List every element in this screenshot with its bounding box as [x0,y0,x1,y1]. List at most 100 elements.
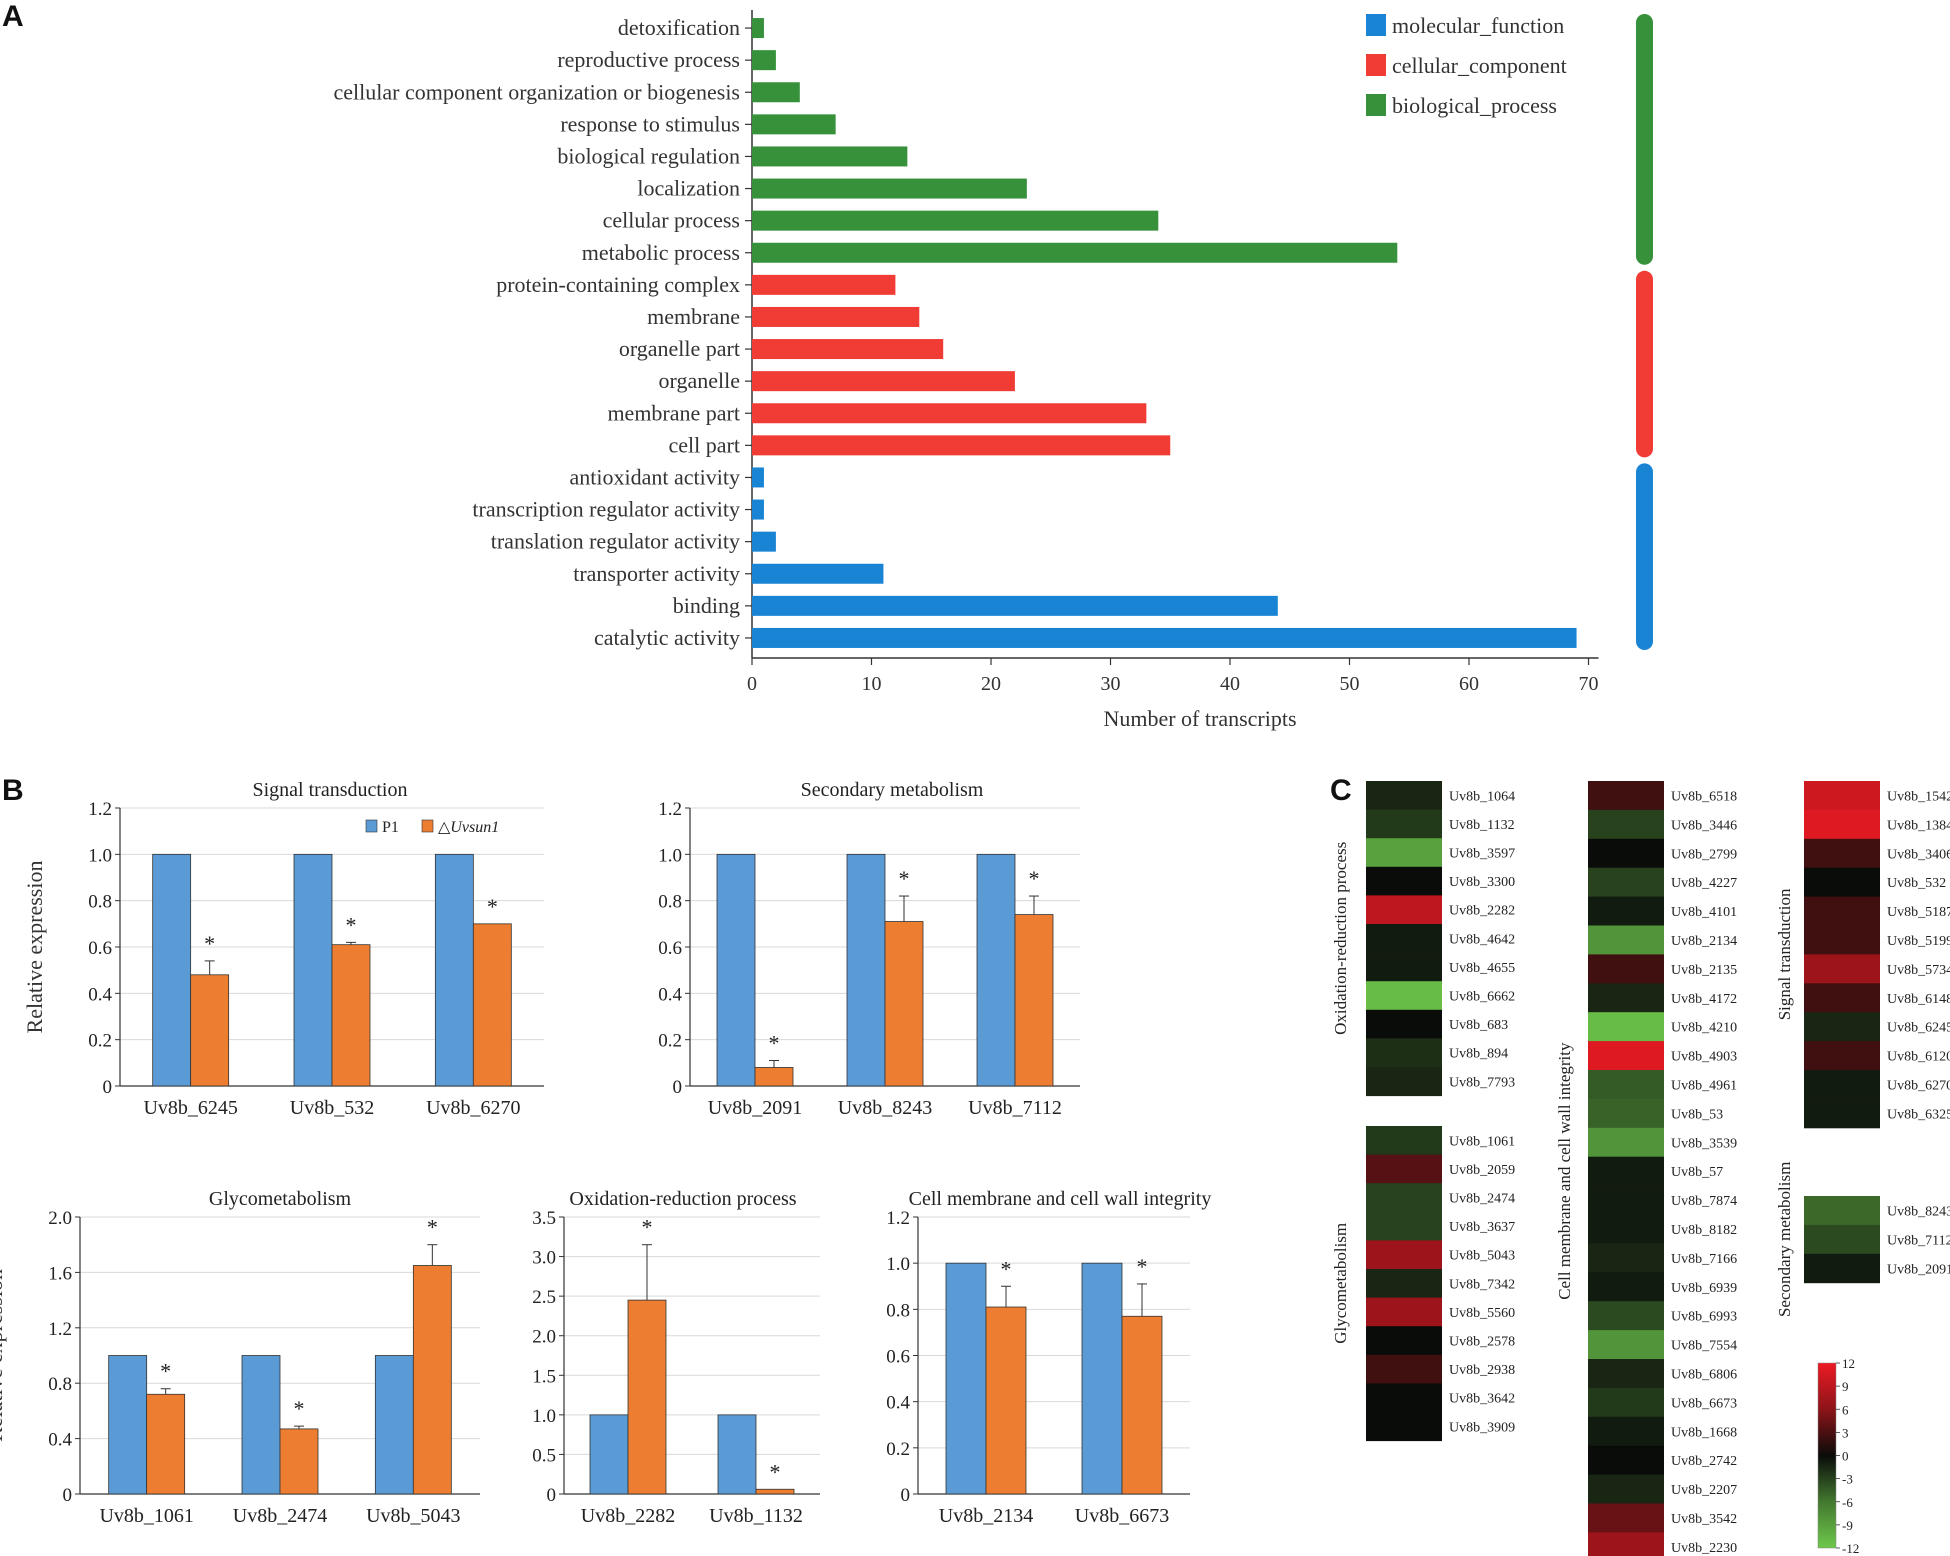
gene-label: Uv8b_2799 [1671,847,1737,862]
bar-p1 [846,853,886,1087]
bar-p1 [976,853,1016,1087]
y-axis-title: Relative expression [0,1269,7,1442]
bar-p1 [945,1262,987,1495]
group-label: Oxidation-reduction process [1331,842,1350,1035]
y-tick-label: 0.4 [658,984,682,1005]
heatmap-cell [1804,867,1880,898]
heatmap-cell [1804,1098,1880,1129]
gene-label: Uv8b_4172 [1671,992,1737,1007]
go-bar [752,114,836,135]
group-label: Cell membrane and cell wall integrity [1555,1042,1574,1300]
gene-label: Uv8b_6120 [1887,1050,1950,1065]
significance-star: * [1001,1256,1012,1281]
gene-label: Uv8b_5187 [1887,905,1950,920]
gene-label: Uv8b_7874 [1671,1194,1737,1209]
x-tick-label: 50 [1340,673,1360,695]
gene-label: Uv8b_6939 [1671,1281,1737,1296]
gene-label: Uv8b_5043 [1449,1249,1515,1264]
bar-p1 [434,853,474,1087]
bar-mutant [627,1299,667,1495]
heatmap-cell [1804,809,1880,840]
category-label: Uv8b_1132 [709,1505,803,1527]
go-bar [752,18,764,39]
group-label: Glycometabolism [1331,1223,1350,1344]
category-label: Uv8b_532 [290,1097,374,1119]
heatmap-cell [1366,981,1442,1011]
group-bracket [1636,463,1653,650]
legend-swatch [1366,54,1386,76]
y-tick-label: 0.4 [88,984,112,1005]
gene-label: Uv8b_5199 [1887,934,1950,949]
heatmap-cell [1804,781,1880,811]
category-label: transcription regulator activity [472,497,740,522]
heatmap-cell [1366,1211,1442,1241]
heatmap-cell [1588,1532,1664,1556]
go-bar [752,306,920,327]
category-label: Uv8b_2474 [233,1505,327,1527]
heatmap-cell [1804,954,1880,984]
heatmap-cell [1588,1272,1664,1302]
heatmap-cell [1366,1412,1442,1442]
heatmap-cell [1588,1301,1664,1331]
gene-label: Uv8b_2282 [1449,904,1515,919]
gene-label: Uv8b_3542 [1671,1512,1737,1527]
y-tick-label: 1.2 [658,799,682,820]
legend-swatch [1366,94,1386,116]
x-tick-label: 70 [1579,673,1599,695]
x-tick-label: 20 [981,673,1001,695]
group-bracket [1636,14,1653,265]
heatmap-cell [1804,1012,1880,1042]
gene-label: Uv8b_57 [1671,1165,1723,1180]
y-tick-label: 0.8 [88,892,112,913]
scale-tick-label: -6 [1842,1495,1853,1510]
significance-star: * [294,1396,305,1421]
heatmap-cell [1588,1445,1664,1476]
category-label: detoxification [618,15,740,40]
expression-bar-charts: 0 0.2 0.4 0.6 0.8 1.0 1.2 Signal transduction Re… [0,779,1211,1527]
y-tick-label: 0 [63,1485,73,1506]
x-axis-title: Number of transcripts [1103,706,1296,731]
heatmap-cell [1588,1185,1664,1215]
gene-label: Uv8b_7554 [1671,1339,1737,1354]
gene-label: Uv8b_532 [1887,876,1946,891]
panel-label-c: C [1330,774,1352,807]
bar-chart-glyco: 0 0.4 0.8 1.2 1.6 2.0 Glycometabolism Relative … [0,1188,480,1527]
go-bar [752,274,896,295]
gene-label: Uv8b_6270 [1887,1078,1950,1093]
gene-label: Uv8b_1061 [1449,1134,1515,1149]
bar-mutant [754,1067,794,1087]
scale-tick-label: 6 [1842,1402,1849,1417]
x-tick-label: 30 [1101,673,1121,695]
category-label: cellular process [603,208,740,233]
heatmap-cell [1804,838,1880,869]
bar-chart-signal: 0 0.2 0.4 0.6 0.8 1.0 1.2 Signal transduction Re… [22,779,544,1119]
significance-star: * [1137,1254,1148,1279]
go-bar [752,499,764,520]
x-tick-label: 0 [747,673,757,695]
heatmap-cell [1588,1214,1664,1244]
gene-label: Uv8b_8182 [1671,1223,1737,1238]
bar-mutant [146,1393,186,1495]
heatmap-cell [1366,1297,1442,1327]
y-tick-label: 0 [901,1485,911,1506]
y-tick-label: 2.0 [532,1327,556,1348]
bar-mutant [1014,914,1054,1087]
scale-tick-label: -12 [1842,1541,1859,1556]
heatmap-cell [1588,1359,1664,1389]
category-label: binding [673,593,740,618]
category-label: organelle part [619,336,740,361]
heatmap-cell [1588,925,1664,955]
gene-label: Uv8b_2474 [1449,1192,1515,1207]
chart-title: Secondary metabolism [801,779,984,801]
significance-star: * [899,866,910,891]
gene-label: Uv8b_5734 [1887,963,1950,978]
go-bar [752,242,1398,263]
bar-mutant [755,1488,795,1495]
go-bar [752,50,776,71]
gene-label: Uv8b_2742 [1671,1454,1737,1469]
heatmap-cell [1366,1269,1442,1299]
y-tick-label: 1.0 [886,1254,910,1275]
y-tick-label: 0.8 [48,1374,72,1395]
category-label: protein-containing complex [496,272,740,297]
